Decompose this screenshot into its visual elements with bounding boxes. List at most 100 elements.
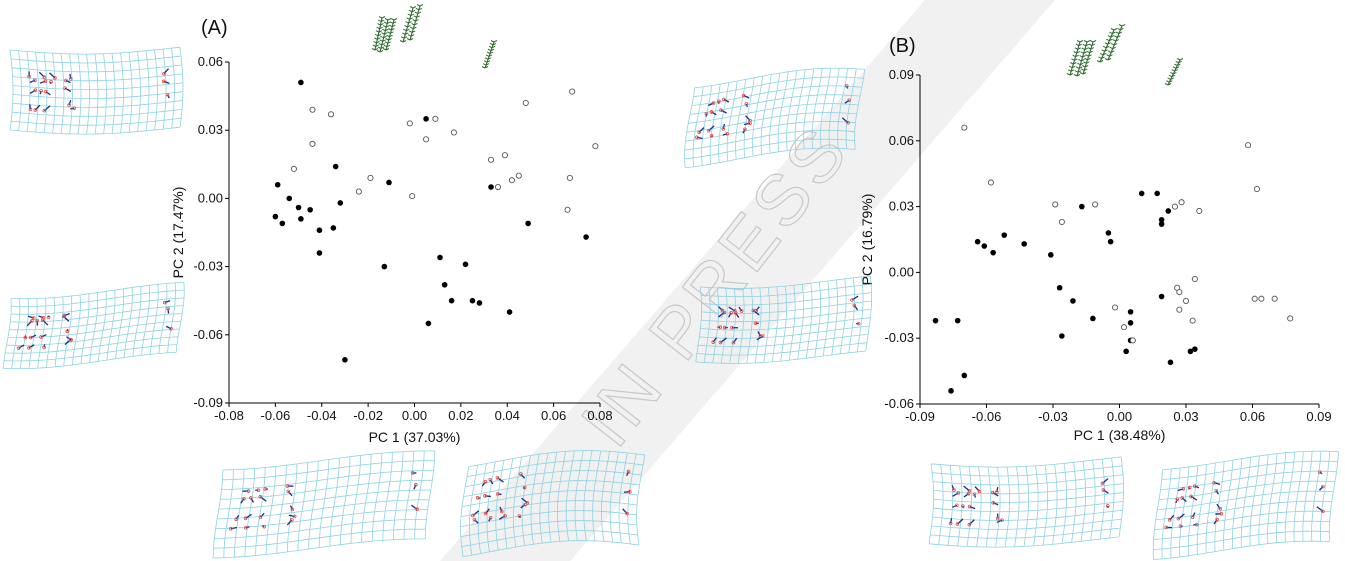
deformation-grid	[1152, 450, 1339, 560]
y-tick-label: -0.06	[884, 396, 914, 411]
scatter-point-filled	[469, 297, 476, 304]
scatter-point-filled	[423, 116, 429, 122]
scatter-point-open	[309, 106, 316, 113]
scatter-point-open	[367, 174, 374, 181]
scatter-point-filled	[425, 320, 432, 327]
scatter-point-filled	[1192, 346, 1198, 352]
scatter-point-filled	[386, 179, 392, 186]
scatter-point-filled	[1138, 190, 1145, 197]
scatter-point-open	[515, 172, 522, 179]
scatter-point-filled	[286, 195, 293, 202]
x-tick-label: -0.03	[1038, 409, 1068, 424]
scatter-point-open	[564, 206, 571, 213]
scatter-point-open	[1253, 186, 1260, 193]
scatter-point-filled	[381, 263, 388, 270]
x-tick-label: 0.04	[495, 408, 520, 423]
scatter-point-filled	[337, 200, 344, 206]
scatter-point-open	[290, 165, 297, 172]
scatter-point-open	[450, 129, 457, 136]
scatter-point-filled	[1105, 230, 1112, 236]
scatter-point-open	[501, 152, 508, 159]
leaf-shoot	[1104, 24, 1126, 61]
y-tick-label: 0.00	[198, 190, 223, 205]
y-axis-label-a: PC 2 (17.47%)	[170, 187, 186, 279]
y-tick-label: 0.03	[198, 122, 223, 137]
scatter-point-filled	[332, 163, 339, 170]
scatter-point-filled	[954, 317, 961, 324]
leaf-shoot	[1164, 58, 1184, 86]
scatter-point-open	[522, 99, 529, 106]
scatter-point-filled	[1154, 190, 1160, 197]
scatter-point-filled	[1123, 348, 1129, 355]
leaf-illustrations	[371, 4, 1184, 86]
leaf-shoot	[399, 6, 417, 43]
x-axis-label-b: PC 1 (38.48%)	[1074, 427, 1166, 443]
y-tick-label: 0.03	[889, 199, 914, 214]
scatter-point-open	[432, 115, 439, 122]
scatter-point-open	[1189, 317, 1196, 324]
scatter-point-filled	[448, 297, 455, 304]
x-tick-label: -0.09	[905, 409, 935, 424]
scatter-point-filled	[1056, 284, 1063, 291]
scatter-point-filled	[1127, 320, 1134, 326]
scatter-point-open	[987, 179, 994, 186]
scatter-point-open	[494, 183, 502, 191]
scatter-point-open	[1182, 297, 1190, 304]
x-tick-label: 0.06	[541, 408, 566, 423]
scatter-point-open	[406, 120, 413, 127]
deformation-grid	[684, 67, 866, 169]
leaf-shoot	[382, 18, 398, 51]
x-tick-label: -0.08	[214, 408, 244, 423]
watermark-band	[440, 0, 1055, 561]
scatter-point-open	[355, 188, 362, 195]
scatter-point-filled	[1158, 216, 1165, 223]
scatter-point-filled	[1127, 309, 1134, 315]
scatter-point-open	[1092, 201, 1099, 208]
scatter-point-open	[423, 136, 430, 143]
scatter-point-filled	[295, 204, 302, 211]
scatter-plot-a: -0.08 -0.06 -0.04 -0.02 0.00 0.02 0.04 0.06 0.08…	[170, 54, 613, 445]
x-tick-label: 0.06	[1240, 409, 1265, 424]
scatter-point-open	[327, 111, 335, 118]
deformation-grid	[9, 46, 184, 135]
scatter-point-open	[592, 143, 599, 150]
scatter-point-open	[961, 124, 968, 131]
x-axis-label-a: PC 1 (37.03%)	[369, 429, 461, 445]
x-tick-label: -0.06	[261, 408, 291, 423]
y-tick-label: -0.06	[193, 327, 223, 342]
scatter-point-filled	[437, 254, 443, 261]
leaf-shoot	[481, 40, 498, 69]
scatter-point-filled	[274, 181, 281, 188]
scatter-point-filled	[583, 234, 589, 240]
x-tick-label: 0.00	[402, 408, 427, 423]
scatter-point-filled	[1047, 252, 1054, 258]
x-tick-label: -0.02	[353, 408, 383, 423]
scatter-point-open	[487, 156, 495, 163]
scatter-point-filled	[476, 300, 483, 306]
leaf-shoot	[1079, 40, 1097, 75]
scatter-point-filled	[1090, 315, 1096, 322]
panel-label-b: (B)	[889, 35, 916, 57]
x-tick-label: 0.03	[1173, 409, 1198, 424]
y-tick-label: -0.09	[193, 395, 223, 410]
deformation-grid	[928, 456, 1125, 548]
scatter-point-open	[569, 88, 576, 95]
scatter-point-filled	[272, 213, 279, 220]
x-tick-label: -0.06	[972, 409, 1002, 424]
scatter-point-filled	[1021, 241, 1027, 247]
scatter-point-filled	[316, 227, 323, 234]
x-tick-label: 0.08	[587, 408, 612, 423]
scatter-point-open	[309, 140, 316, 147]
scatter-point-filled	[330, 225, 337, 231]
y-tick-label: 0.06	[198, 54, 223, 69]
x-tick-label: -0.04	[307, 408, 337, 423]
scatter-point-filled	[298, 79, 304, 86]
leaf-shoot	[371, 16, 386, 51]
leaf-shoot	[1066, 40, 1084, 76]
leaf-shoot	[376, 18, 392, 53]
scatter-point-open	[1245, 142, 1252, 149]
scatter-point-filled	[441, 281, 448, 288]
leaf-shoot	[406, 4, 424, 41]
scatter-point-filled	[932, 317, 939, 324]
